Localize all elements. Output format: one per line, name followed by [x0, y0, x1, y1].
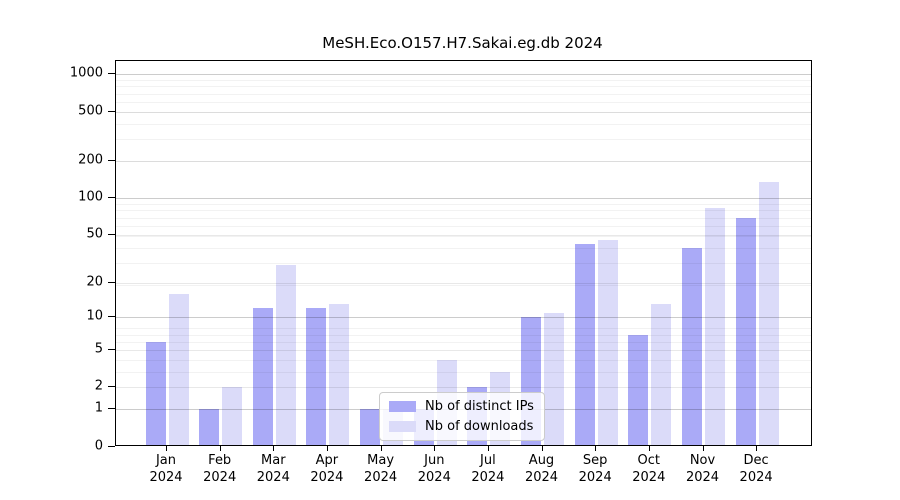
- gridline: [116, 74, 811, 76]
- gridline: [116, 101, 811, 103]
- gridline: [116, 341, 811, 343]
- bar-downloads: [544, 312, 565, 445]
- gridline: [116, 285, 811, 287]
- x-tick-label: Feb 2024: [203, 453, 237, 485]
- y-tick-mark: [108, 445, 115, 447]
- y-tick-mark: [108, 408, 115, 410]
- y-tick-mark: [108, 281, 115, 283]
- x-tick-label: Mar 2024: [256, 453, 290, 485]
- bar-distinct-ips: [682, 247, 702, 445]
- bars-layer: [116, 61, 811, 445]
- y-tick-label: 1000: [69, 65, 103, 81]
- bar-distinct-ips: [574, 243, 595, 445]
- y-tick-mark: [108, 316, 115, 318]
- y-tick-label: 100: [78, 189, 103, 205]
- legend-swatch-downloads: [389, 421, 416, 432]
- y-tick-label: 50: [86, 226, 103, 242]
- gridline: [116, 161, 811, 163]
- gridline: [116, 111, 811, 113]
- gridline: [116, 350, 811, 351]
- y-tick-mark: [108, 196, 115, 198]
- gridline: [116, 387, 811, 389]
- legend-row-downloads: Nb of downloads: [389, 419, 534, 434]
- gridline: [116, 371, 811, 373]
- gridline: [116, 86, 811, 88]
- bar-downloads: [758, 181, 779, 445]
- chart-title: MeSH.Eco.O157.H7.Sakai.eg.db 2024: [322, 34, 603, 52]
- gridline: [116, 263, 811, 265]
- bar-downloads: [222, 387, 243, 445]
- grid-layer: [116, 61, 811, 445]
- bar-distinct-ips: [306, 308, 327, 445]
- legend: Nb of distinct IPs Nb of downloads: [379, 392, 545, 441]
- y-tick-mark: [108, 386, 115, 388]
- x-tick-label: Jan 2024: [149, 453, 183, 485]
- y-tick-mark: [108, 159, 115, 161]
- plot-area: Nb of distinct IPs Nb of downloads: [115, 60, 812, 446]
- y-tick-label: 20: [86, 274, 103, 289]
- gridline: [116, 235, 811, 237]
- x-tick-label: Jun 2024: [417, 453, 451, 485]
- gridline: [116, 282, 811, 284]
- gridline: [116, 210, 811, 212]
- bar-downloads: [597, 240, 618, 445]
- bar-downloads: [275, 265, 296, 445]
- legend-label-distinct-ips: Nb of distinct IPs: [425, 399, 534, 414]
- y-tick-label: 200: [78, 152, 103, 168]
- gridline: [116, 204, 811, 206]
- y-tick-mark: [108, 73, 115, 75]
- gridline: [116, 80, 811, 81]
- gridline: [116, 359, 811, 361]
- gridline: [116, 197, 811, 199]
- y-tick-label: 500: [78, 103, 103, 119]
- x-tick-label: Jul 2024: [471, 453, 505, 485]
- gridline: [116, 317, 811, 319]
- y-tick-mark: [108, 110, 115, 112]
- y-tick-label: 10: [86, 308, 103, 324]
- gridline: [116, 111, 811, 113]
- gridline: [116, 334, 811, 336]
- bar-distinct-ips: [360, 409, 381, 445]
- y-tick-label: 0: [94, 438, 103, 453]
- gridline: [116, 217, 811, 219]
- gridline: [116, 234, 811, 236]
- bar-distinct-ips: [252, 308, 273, 445]
- x-tick-label: Sep 2024: [578, 453, 612, 485]
- bar-distinct-ips: [628, 334, 649, 445]
- y-tick-mark: [108, 233, 115, 235]
- gridline: [116, 328, 811, 330]
- bar-downloads: [168, 293, 189, 445]
- y-tick-label: 2: [94, 378, 103, 394]
- y-tick-label: 1: [94, 400, 103, 416]
- bar-distinct-ips: [735, 218, 756, 445]
- legend-swatch-distinct-ips: [389, 401, 416, 412]
- x-tick-label: Apr 2024: [310, 453, 344, 485]
- gridline: [116, 160, 811, 162]
- bar-distinct-ips: [199, 409, 220, 445]
- x-tick-label: Oct 2024: [632, 453, 666, 485]
- x-tick-label: May 2024: [364, 453, 398, 485]
- gridline: [116, 139, 811, 141]
- y-tick-label: 5: [94, 341, 103, 357]
- legend-row-distinct-ips: Nb of distinct IPs: [389, 399, 534, 414]
- bar-downloads: [651, 304, 672, 445]
- bar-distinct-ips: [145, 341, 166, 445]
- x-tick-label: Dec 2024: [739, 453, 773, 485]
- gridline: [116, 123, 811, 125]
- gridline: [116, 225, 811, 227]
- bar-downloads: [705, 208, 725, 445]
- x-tick-label: Nov 2024: [685, 453, 720, 485]
- bar-downloads: [329, 304, 350, 445]
- y-tick-mark: [108, 349, 115, 350]
- x-tick-label: Aug 2024: [524, 453, 559, 485]
- gridline: [116, 93, 811, 95]
- gridline: [116, 247, 811, 249]
- legend-label-downloads: Nb of downloads: [425, 419, 534, 434]
